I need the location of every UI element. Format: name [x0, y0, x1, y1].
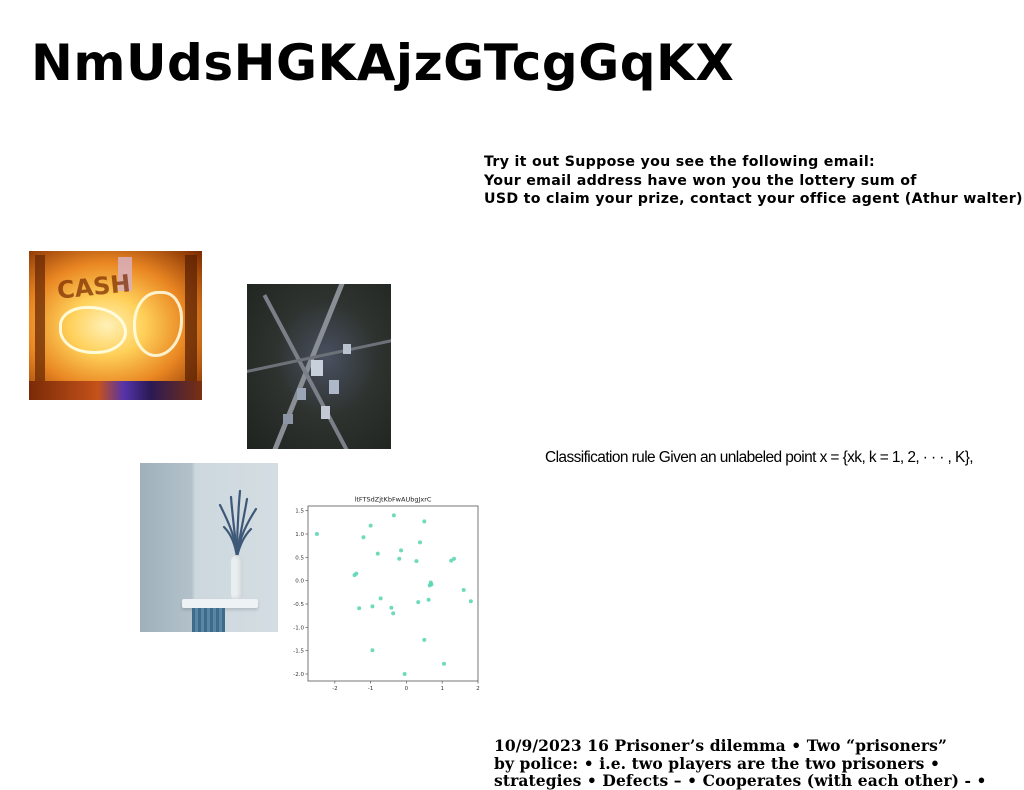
classification-rule-text: Classification rule Given an unlabeled p… — [545, 449, 974, 466]
x-tick-label: 2 — [476, 686, 480, 692]
scatter-point — [426, 597, 431, 602]
axis-ticks: -2 -1 0 1 2 1.5 1.0 0.5 0.0 -0.5 -1.0 -1.5 -2.0 — [293, 509, 479, 692]
scatter-point — [378, 596, 383, 601]
dried-grass-plant — [218, 489, 258, 558]
data-points — [314, 513, 473, 676]
page-title: NmUdsHGKAjzGTcgGqKX — [31, 34, 735, 92]
graffiti-shape — [133, 291, 183, 357]
pedestal — [192, 608, 225, 632]
email-example-text: Try it out Suppose you see the following… — [484, 153, 1023, 209]
chart-title: ltFTSdZjtKbFwAUbgJxrC — [355, 496, 432, 504]
scatter-point — [468, 599, 473, 604]
scatter-point — [418, 540, 423, 545]
scatter-point — [354, 571, 359, 576]
building — [311, 360, 323, 376]
scatter-point — [399, 548, 404, 553]
building — [321, 406, 330, 419]
graffiti-shape — [59, 306, 127, 354]
white-vase — [231, 555, 243, 599]
wall-sign — [118, 257, 132, 291]
scatter-point — [402, 672, 407, 676]
door-frame-left — [35, 255, 45, 385]
shelf-top — [182, 599, 258, 608]
email-line-1: Try it out Suppose you see the following… — [484, 154, 875, 170]
city-aerial-photo — [247, 284, 391, 449]
scatter-point — [414, 559, 419, 564]
scatter-point — [370, 648, 375, 653]
scatter-chart: ltFTSdZjtKbFwAUbgJxrC -2 -1 0 1 2 1.5 1.0 0.5 0.… — [290, 492, 484, 693]
x-tick-label: -2 — [332, 686, 337, 692]
y-tick-label: -1.5 — [293, 649, 304, 655]
y-tick-label: 1.5 — [295, 509, 304, 515]
floor-light-streak — [29, 381, 202, 400]
y-tick-label: -1.0 — [293, 625, 304, 631]
y-tick-label: 0.0 — [295, 579, 304, 585]
y-tick-label: -2.0 — [293, 672, 304, 678]
scatter-point — [389, 605, 394, 610]
building — [297, 388, 306, 400]
scatter-point — [375, 551, 380, 556]
scatter-point — [416, 600, 421, 605]
scatter-point — [368, 523, 373, 528]
scatter-point — [422, 637, 427, 642]
prisoner-line-1: 10/9/2023 16 Prisoner’s dilemma • Two “p… — [494, 736, 947, 755]
scatter-chart-svg: ltFTSdZjtKbFwAUbgJxrC -2 -1 0 1 2 1.5 1.0 0.5 0.… — [293, 496, 479, 693]
scatter-point — [370, 604, 375, 609]
y-tick-label: 1.0 — [295, 532, 304, 538]
scatter-point — [449, 558, 454, 563]
scatter-point — [452, 556, 457, 561]
building — [329, 380, 339, 394]
scatter-point — [397, 556, 402, 561]
email-line-2: Your email address have won you the lott… — [484, 172, 917, 189]
scatter-point — [314, 532, 319, 536]
scatter-point — [357, 606, 362, 611]
y-tick-label: -0.5 — [293, 602, 304, 608]
graffiti-photo: CASH — [29, 251, 202, 400]
x-tick-label: 1 — [440, 686, 444, 692]
scatter-point — [427, 583, 432, 588]
scatter-point — [442, 661, 446, 666]
vase-on-pedestal-photo — [140, 463, 278, 632]
scatter-point — [422, 519, 427, 524]
graffiti-tag-text: CASH — [55, 269, 132, 305]
scatter-point — [461, 588, 466, 592]
building — [343, 344, 351, 354]
x-tick-label: -1 — [368, 686, 373, 692]
y-tick-label: 0.5 — [295, 555, 304, 561]
prisoner-line-3: strategies • Defects – • Cooperates (wit… — [494, 771, 987, 790]
prisoners-dilemma-text: 10/9/2023 16 Prisoner’s dilemma • Two “p… — [494, 737, 1019, 790]
building — [283, 414, 293, 424]
x-tick-label: 0 — [405, 686, 409, 692]
scatter-point — [391, 513, 396, 518]
scatter-point — [391, 611, 396, 616]
scatter-point — [361, 535, 366, 540]
prisoner-line-2: by police: • i.e. two players are the tw… — [494, 753, 940, 773]
email-line-3: USD to claim your prize, contact your of… — [484, 191, 1023, 207]
plot-area-frame — [307, 505, 479, 682]
door-frame-right — [185, 255, 197, 385]
